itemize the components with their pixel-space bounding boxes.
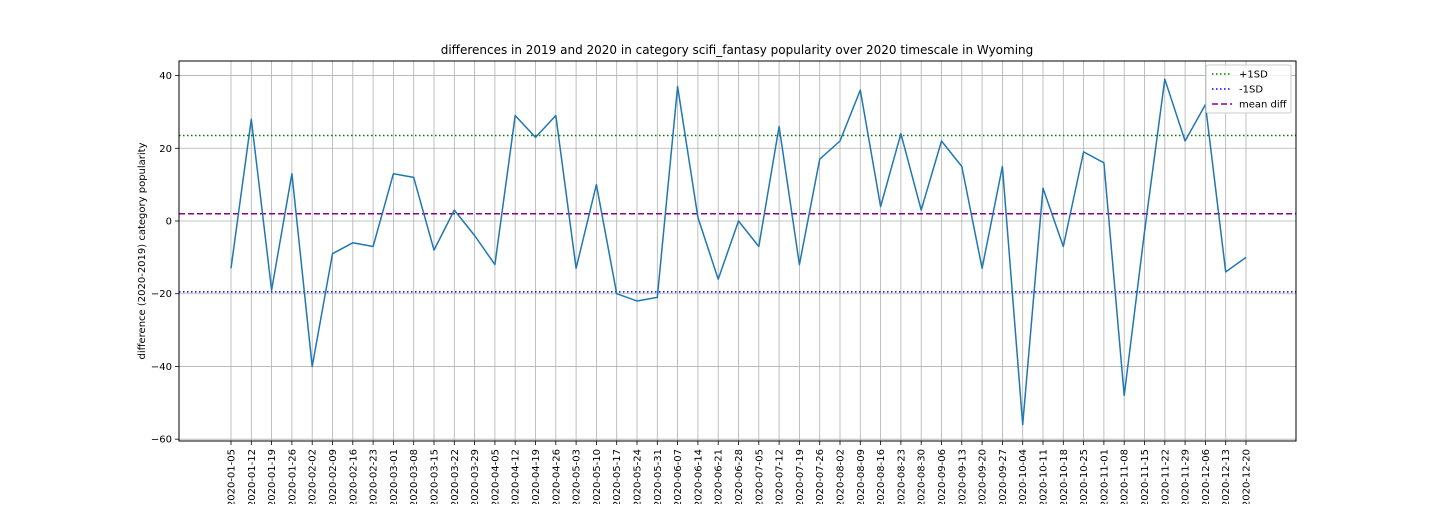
x-tick-label: 2020-06-07 <box>673 449 684 504</box>
legend: +1SD -1SD mean diff <box>1206 65 1291 113</box>
x-tick-label: 2020-01-12 <box>247 449 258 504</box>
x-tick-label: 2020-01-19 <box>267 449 278 504</box>
x-tick-label: 2020-04-26 <box>551 449 562 504</box>
x-tick-label: 2020-03-08 <box>409 449 420 504</box>
x-tick-label: 2020-02-23 <box>369 449 380 504</box>
y-axis-ticks: 40 20 0 −20 −40 −60 <box>151 71 179 446</box>
x-tick-label: 2020-12-20 <box>1242 449 1253 504</box>
x-axis-ticks: 2020-01-05 2020-01-12 2020-01-19 2020-01-26… <box>227 441 1253 504</box>
x-tick-label: 2020-05-31 <box>653 449 664 504</box>
x-tick-label: 2020-03-29 <box>470 449 481 504</box>
plot-frame <box>179 61 1296 441</box>
x-tick-label: 2020-03-15 <box>430 449 441 504</box>
y-tick-label: 40 <box>159 71 172 82</box>
grid-lines <box>179 61 1296 441</box>
legend-label: +1SD <box>1239 70 1268 81</box>
x-tick-label: 2020-11-08 <box>1120 449 1131 504</box>
x-tick-label: 2020-02-09 <box>328 449 339 504</box>
x-tick-label: 2020-10-18 <box>1059 449 1070 504</box>
x-tick-label: 2020-03-22 <box>450 449 461 504</box>
x-tick-label: 2020-11-29 <box>1181 449 1192 504</box>
y-tick-label: 20 <box>159 144 172 155</box>
x-tick-label: 2020-06-28 <box>734 449 745 504</box>
y-axis-label: difference (2020-2019) category populari… <box>137 142 148 359</box>
x-tick-label: 2020-08-23 <box>896 449 907 504</box>
x-tick-label: 2020-10-25 <box>1079 449 1090 504</box>
x-tick-label: 2020-10-11 <box>1039 449 1050 504</box>
x-tick-label: 2020-07-19 <box>795 449 806 504</box>
x-tick-label: 2020-05-03 <box>572 449 583 504</box>
reference-lines <box>179 136 1296 292</box>
x-tick-label: 2020-12-13 <box>1221 449 1232 504</box>
x-tick-label: 2020-08-30 <box>917 449 928 504</box>
x-tick-label: 2020-04-12 <box>511 449 522 504</box>
legend-label: -1SD <box>1239 85 1263 96</box>
x-tick-label: 2020-11-22 <box>1160 449 1171 504</box>
y-tick-label: −40 <box>151 362 172 373</box>
x-tick-label: 2020-12-06 <box>1201 449 1212 504</box>
x-tick-label: 2020-09-06 <box>937 449 948 504</box>
x-tick-label: 2020-03-01 <box>389 449 400 504</box>
x-tick-label: 2020-11-01 <box>1099 449 1110 504</box>
x-tick-label: 2020-04-19 <box>531 449 542 504</box>
y-tick-label: −20 <box>151 289 172 300</box>
x-tick-label: 2020-08-02 <box>836 449 847 504</box>
x-tick-label: 2020-09-20 <box>978 449 989 504</box>
x-tick-label: 2020-02-02 <box>308 449 319 504</box>
x-tick-label: 2020-07-12 <box>775 449 786 504</box>
x-tick-label: 2020-08-09 <box>856 449 867 504</box>
x-tick-label: 2020-09-13 <box>957 449 968 504</box>
x-tick-label: 2020-05-24 <box>633 449 644 504</box>
x-tick-label: 2020-05-17 <box>612 449 623 504</box>
x-tick-label: 2020-08-16 <box>876 449 887 504</box>
x-tick-label: 2020-05-10 <box>592 449 603 504</box>
x-tick-label: 2020-06-21 <box>714 449 725 504</box>
x-tick-label: 2020-02-16 <box>348 449 359 504</box>
legend-label: mean diff <box>1239 100 1288 111</box>
x-tick-label: 2020-09-27 <box>998 449 1009 504</box>
x-tick-label: 2020-01-05 <box>227 449 238 504</box>
x-tick-label: 2020-07-26 <box>815 449 826 504</box>
x-tick-label: 2020-06-14 <box>693 449 704 504</box>
x-tick-label: 2020-10-04 <box>1018 449 1029 504</box>
x-tick-label: 2020-11-15 <box>1140 449 1151 504</box>
x-tick-label: 2020-01-26 <box>287 449 298 504</box>
y-tick-label: −60 <box>151 435 172 446</box>
chart-title: differences in 2019 and 2020 in category… <box>441 43 1034 57</box>
x-tick-label: 2020-07-05 <box>754 449 765 504</box>
y-tick-label: 0 <box>166 217 172 228</box>
x-tick-label: 2020-04-05 <box>490 449 501 504</box>
